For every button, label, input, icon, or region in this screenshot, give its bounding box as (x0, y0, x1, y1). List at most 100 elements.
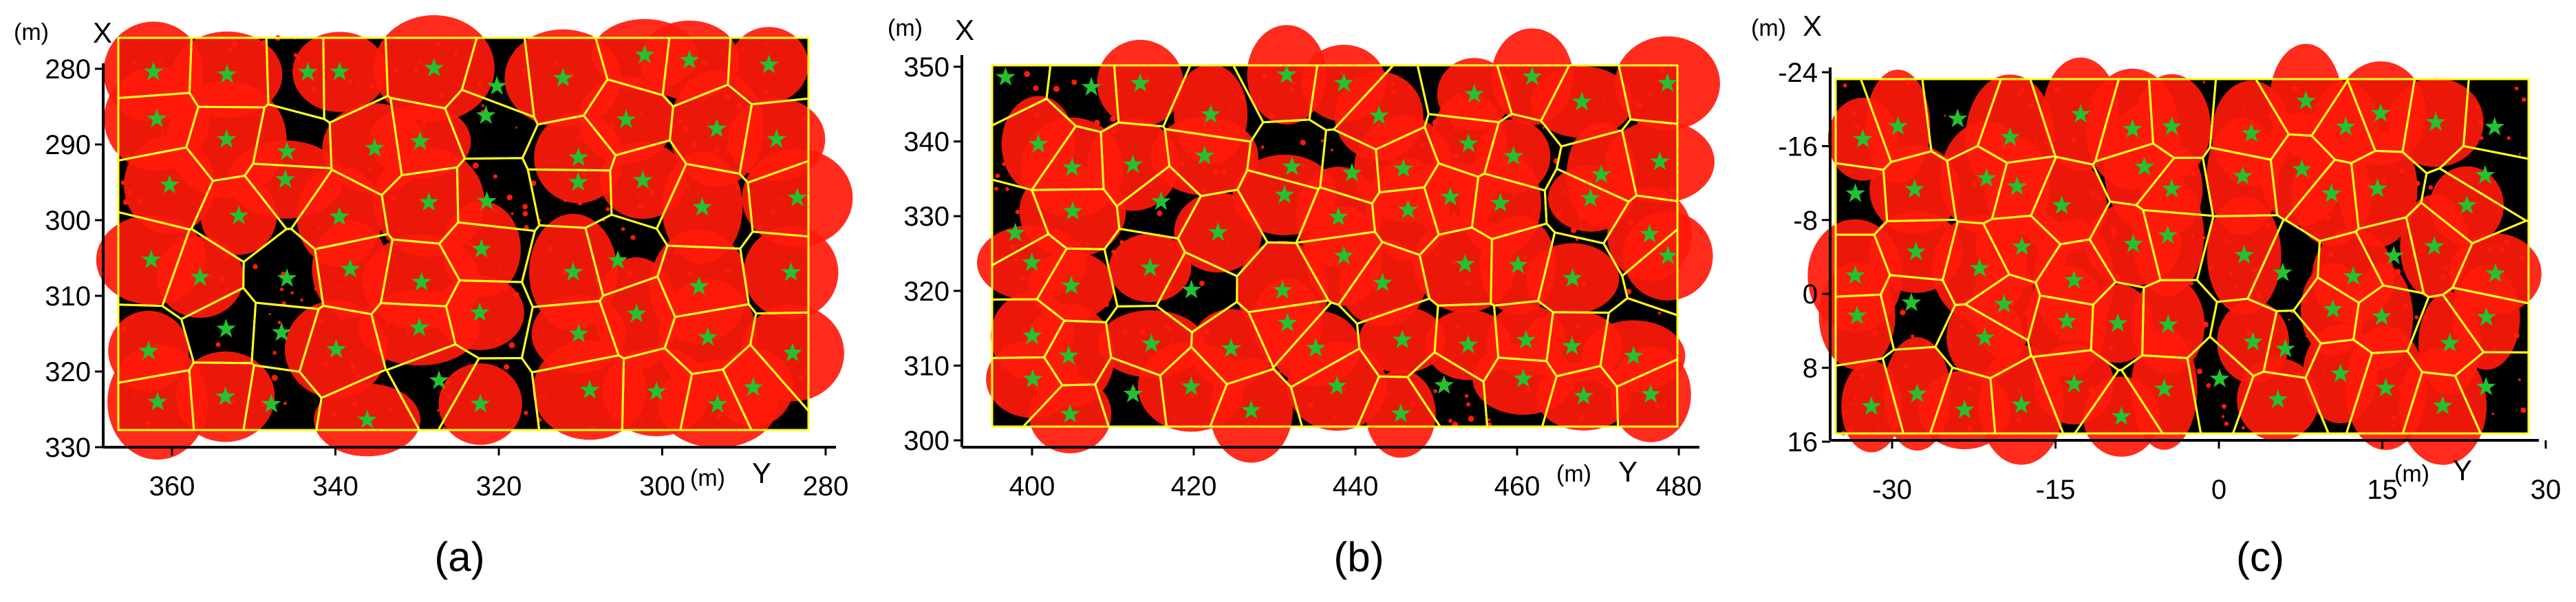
cluster-center-star (2484, 116, 2504, 136)
point-speck (2028, 103, 2034, 109)
point-speck (2024, 310, 2029, 316)
cluster-center-star (608, 250, 628, 269)
point-speck (775, 111, 779, 114)
point-speck (2348, 347, 2352, 352)
point-speck (125, 153, 130, 158)
cluster-center-star (1278, 312, 1298, 332)
point-speck (775, 305, 778, 310)
point-speck (1615, 202, 1621, 209)
point-speck (2475, 105, 2480, 109)
point-speck (1664, 354, 1668, 358)
point-speck (1506, 67, 1510, 71)
cluster-center-star (217, 129, 237, 148)
point-speck (802, 117, 806, 120)
point-speck (2150, 423, 2154, 427)
point-speck (1172, 414, 1176, 418)
point-speck (1649, 375, 1653, 378)
point-speck (414, 67, 419, 72)
point-speck (2206, 383, 2211, 388)
point-speck (353, 369, 356, 374)
cluster-center-star (1398, 200, 1418, 219)
point-speck (1170, 338, 1174, 342)
cluster-centers (1845, 90, 2506, 425)
point-speck (1470, 363, 1474, 365)
cluster-center-star (1976, 168, 1997, 187)
x-tick-label: 400 (1009, 471, 1055, 502)
point-speck (2304, 219, 2310, 226)
cluster-center-star (216, 319, 236, 338)
point-speck (138, 197, 144, 204)
point-speck (481, 104, 485, 107)
point-speck (1849, 402, 1853, 406)
point-speck (467, 241, 472, 246)
point-speck (1944, 114, 1946, 117)
point-speck (2283, 401, 2286, 405)
point-speck (2286, 114, 2290, 119)
point-speck (1280, 383, 1283, 386)
point-speck (2465, 376, 2470, 382)
point-speck (764, 90, 770, 96)
y-tick-label: 300 (903, 426, 949, 456)
point-speck (1217, 422, 1222, 427)
cluster-center-star (1282, 156, 1302, 175)
point-speck (1077, 190, 1082, 195)
cluster-center-star (2476, 307, 2496, 326)
point-speck (637, 193, 641, 197)
cluster-center-star (1181, 376, 1201, 396)
x-axis-unit: (m) (2394, 461, 2429, 487)
point-speck (1542, 127, 1545, 129)
point-speck (338, 144, 341, 147)
point-speck (1157, 131, 1161, 136)
point-speck (1886, 407, 1891, 412)
point-speck (2293, 85, 2299, 92)
cluster-center-star (2457, 195, 2477, 214)
point-speck (453, 51, 458, 56)
point-speck (1627, 219, 1634, 226)
point-speck (1526, 158, 1529, 161)
point-speck (387, 406, 392, 411)
point-speck (2483, 409, 2487, 413)
point-speck (2332, 326, 2339, 332)
cluster-center-star (2233, 166, 2253, 185)
point-speck (445, 379, 451, 385)
point-speck (358, 80, 361, 84)
point-speck (729, 193, 732, 196)
point-speck (1300, 164, 1305, 169)
point-speck (339, 222, 342, 225)
cluster-center-star (147, 108, 167, 127)
point-speck (672, 424, 676, 429)
point-speck (2480, 136, 2484, 140)
point-speck (2176, 315, 2178, 318)
point-speck (2227, 240, 2232, 245)
point-speck (2323, 370, 2327, 374)
point-speck (2187, 340, 2193, 346)
cluster-center-star (418, 192, 439, 211)
cluster-center-star (1640, 224, 1660, 243)
point-speck (709, 395, 714, 400)
point-speck (2330, 384, 2332, 387)
point-speck (1408, 85, 1411, 88)
x-tick-label: 0 (2211, 475, 2226, 505)
point-speck (178, 54, 182, 59)
point-speck (1096, 196, 1099, 200)
point-speck (2416, 120, 2421, 126)
point-speck (1419, 144, 1424, 149)
cluster-center-star (2052, 195, 2072, 214)
cluster-center-star (2275, 338, 2295, 358)
point-speck (674, 250, 678, 255)
point-speck (1333, 415, 1338, 419)
point-speck (261, 40, 267, 46)
cluster-center-star (1562, 336, 1582, 355)
cluster-center-star (1123, 383, 1143, 402)
cluster-center-star (487, 76, 507, 95)
point-speck (1230, 105, 1234, 108)
point-speck (2328, 405, 2331, 408)
point-speck (2363, 365, 2367, 369)
point-speck (347, 79, 352, 84)
point-speck (1258, 100, 1263, 104)
point-speck (2290, 116, 2293, 118)
y-tick-label: 16 (1788, 427, 1818, 458)
point-speck (493, 174, 497, 179)
point-speck (603, 299, 608, 304)
cluster-center-star (470, 394, 491, 413)
